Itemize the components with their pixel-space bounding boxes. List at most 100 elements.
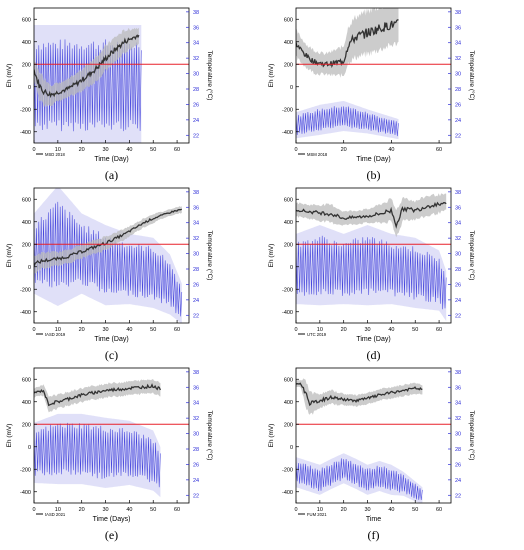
legend-label: FUM 2021 xyxy=(307,512,327,517)
y-tick-label: -400 xyxy=(20,490,31,496)
y-tick-label: 200 xyxy=(284,62,293,68)
y2-tick-label: 28 xyxy=(193,267,199,273)
y2-tick-label: 26 xyxy=(193,102,199,108)
x-tick-label: 60 xyxy=(174,507,180,513)
x-tick-label: 0 xyxy=(32,147,35,153)
panel-letter: (c) xyxy=(105,348,118,362)
x-axis-label: Time (Day) xyxy=(356,156,390,163)
y-tick-label: -400 xyxy=(20,310,31,316)
chart-panel-1: -400 -200 0 200 400 600 22 24 26 28 30 32 34 36 38 0 10 2… xyxy=(6,7,214,182)
y2-axis-label: Temperature (°C) xyxy=(468,231,476,281)
y2-tick-label: 22 xyxy=(193,493,199,499)
y-tick-label: 400 xyxy=(22,220,31,226)
y-axis-label: Eh (mV) xyxy=(268,244,275,268)
legend-label: UTC 2019 xyxy=(307,332,327,337)
x-axis-label: Time (Day) xyxy=(94,156,128,163)
y2-tick-label: 34 xyxy=(455,41,461,47)
y2-axis-label: Temperature (°C) xyxy=(206,51,214,101)
y-tick-label: -400 xyxy=(282,490,293,496)
y-tick-label: 600 xyxy=(284,197,293,203)
y2-tick-label: 34 xyxy=(455,221,461,227)
y2-tick-label: 24 xyxy=(455,118,461,124)
y2-tick-label: 22 xyxy=(193,313,199,319)
x-tick-label: 0 xyxy=(294,327,297,333)
legend: MSD 2018 xyxy=(36,152,65,157)
plot-area xyxy=(34,379,161,498)
x-tick-label: 30 xyxy=(102,327,108,333)
temperature-series-line xyxy=(296,106,399,137)
x-tick-label: 50 xyxy=(412,327,418,333)
y2-tick-label: 36 xyxy=(455,205,461,211)
y-tick-label: 400 xyxy=(22,40,31,46)
x-tick-label: 50 xyxy=(150,327,156,333)
y-tick-label: 600 xyxy=(22,377,31,383)
x-axis-label: Time xyxy=(366,516,381,523)
y-tick-label: -400 xyxy=(282,130,293,136)
x-tick-label: 40 xyxy=(388,327,394,333)
temperature-series-line xyxy=(296,458,423,501)
y2-tick-label: 36 xyxy=(455,25,461,31)
y2-tick-label: 28 xyxy=(193,447,199,453)
plot-area xyxy=(296,193,447,322)
y-tick-label: 200 xyxy=(22,62,31,68)
y2-tick-label: 28 xyxy=(455,267,461,273)
y2-tick-label: 24 xyxy=(455,478,461,484)
x-tick-label: 20 xyxy=(79,507,85,513)
panel-letter: (b) xyxy=(367,168,381,182)
y-tick-label: 0 xyxy=(28,445,31,451)
y-tick-label: 200 xyxy=(22,242,31,248)
y2-tick-label: 34 xyxy=(455,401,461,407)
x-tick-label: 60 xyxy=(436,507,442,513)
legend-label: MSM 2018 xyxy=(307,152,328,157)
x-axis-label: Time (Days) xyxy=(93,516,131,523)
y2-tick-label: 38 xyxy=(455,190,461,196)
y2-tick-label: 28 xyxy=(455,447,461,453)
x-tick-label: 10 xyxy=(55,327,61,333)
y-tick-label: -200 xyxy=(20,287,31,293)
y-tick-label: 400 xyxy=(284,220,293,226)
y2-tick-label: 32 xyxy=(455,56,461,62)
y2-tick-label: 36 xyxy=(193,25,199,31)
y-tick-label: 600 xyxy=(284,17,293,23)
x-axis-label: Time (Day) xyxy=(94,336,128,343)
x-tick-label: 40 xyxy=(126,327,132,333)
y-tick-label: -200 xyxy=(282,287,293,293)
y2-tick-label: 34 xyxy=(193,401,199,407)
y2-tick-label: 34 xyxy=(193,221,199,227)
temperature-range-band xyxy=(34,413,161,498)
y-tick-label: 0 xyxy=(28,85,31,91)
y-tick-label: 400 xyxy=(284,40,293,46)
y2-tick-label: 24 xyxy=(193,298,199,304)
y2-tick-label: 36 xyxy=(193,385,199,391)
y-tick-label: -200 xyxy=(282,467,293,473)
x-tick-label: 40 xyxy=(388,507,394,513)
x-tick-label: 40 xyxy=(126,507,132,513)
x-tick-label: 60 xyxy=(174,327,180,333)
y2-tick-label: 30 xyxy=(193,72,199,78)
y-tick-label: 0 xyxy=(28,265,31,271)
eh-series-line xyxy=(296,382,423,407)
y2-tick-label: 22 xyxy=(455,493,461,499)
y2-tick-label: 26 xyxy=(193,462,199,468)
y-axis-label: Eh (mV) xyxy=(6,64,13,88)
y2-tick-label: 38 xyxy=(455,10,461,16)
y-axis-label: Eh (mV) xyxy=(6,424,13,448)
x-tick-label: 20 xyxy=(341,147,347,153)
temperature-range-band xyxy=(296,453,423,503)
temperature-range-band xyxy=(296,101,399,140)
plot-frame xyxy=(33,7,190,144)
x-tick-label: 60 xyxy=(436,147,442,153)
y2-tick-label: 28 xyxy=(455,87,461,93)
y2-tick-label: 36 xyxy=(455,385,461,391)
x-tick-label: 30 xyxy=(364,327,370,333)
eh-range-band xyxy=(34,27,139,107)
legend-label: tASD 2019 xyxy=(45,332,66,337)
y2-tick-label: 32 xyxy=(455,236,461,242)
y-tick-label: -200 xyxy=(20,107,31,113)
panel-letter: (d) xyxy=(367,348,381,362)
y2-tick-label: 28 xyxy=(193,87,199,93)
chart-panel-3: -400 -200 0 200 400 600 22 24 26 28 30 32 34 36 38 0 10 2… xyxy=(6,187,214,362)
panel-letter: (e) xyxy=(105,528,118,542)
plot-area xyxy=(34,188,183,323)
